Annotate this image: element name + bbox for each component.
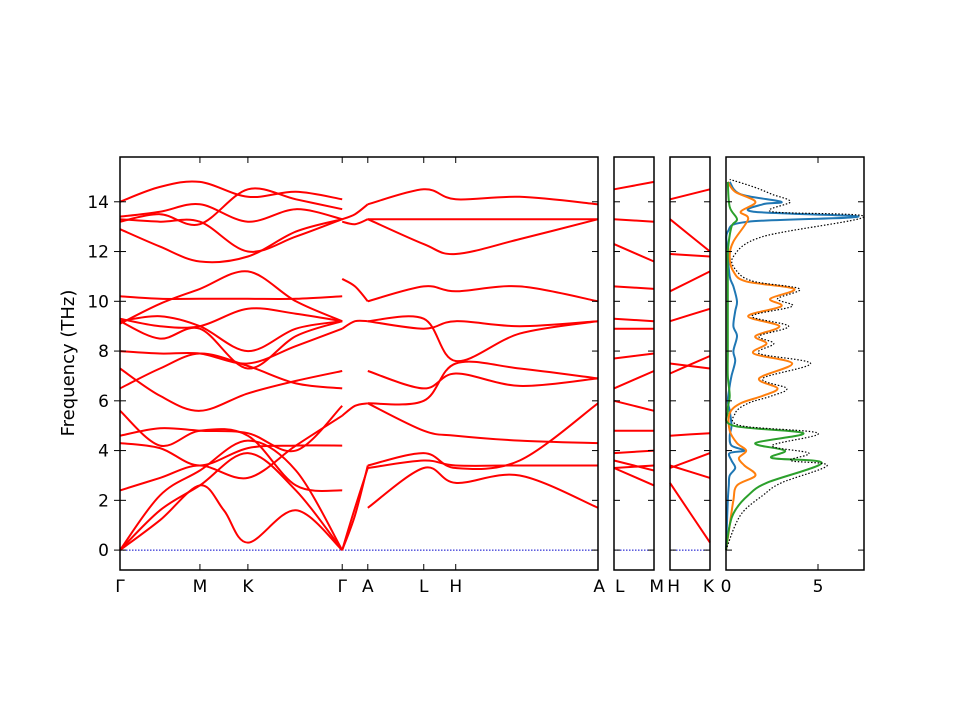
panel-frame — [613, 156, 655, 571]
x-tick-label: Γ — [115, 577, 125, 597]
phonon-band-1-8 — [367, 285, 599, 303]
y-axis-title: Frequency (THz) — [58, 290, 79, 437]
x-tick-label: M — [193, 577, 208, 597]
phonon-band-1-3 — [367, 402, 599, 445]
dos-curve-0 — [725, 181, 860, 551]
y-tick-label: 12 — [87, 243, 109, 263]
phonon-band-1-1 — [367, 466, 599, 509]
phonon-band-3-4 — [669, 362, 711, 370]
phonon-band-2-11 — [613, 243, 655, 263]
phonon-band-0-0 — [119, 452, 343, 551]
x-tick-label: L — [419, 577, 429, 597]
y-tick-label: 6 — [98, 392, 109, 412]
phonon-band-3-9 — [669, 218, 711, 253]
phonon-band-3-7 — [669, 270, 711, 293]
panel-frame — [725, 156, 865, 571]
y-tick-label: 4 — [98, 442, 109, 462]
phonon-band-0-16 — [119, 218, 343, 253]
x-tick-label: M — [649, 577, 664, 597]
phonon-band-2-0 — [613, 467, 655, 487]
phonon-band-0-23 — [341, 319, 368, 330]
phonon-band-2-7 — [613, 352, 655, 360]
x-tick-label: H — [667, 577, 680, 597]
phonon-band-0-10 — [119, 320, 343, 370]
phonon-band-1-2 — [367, 402, 599, 470]
phonon-band-3-8 — [669, 253, 711, 258]
y-tick-label: 0 — [98, 541, 109, 561]
phonon-band-2-10 — [613, 285, 655, 290]
phonon-band-2-13 — [613, 180, 655, 191]
phonon-band-2-2 — [613, 464, 655, 469]
phonon-band-3-0 — [669, 482, 711, 544]
phonon-band-3-3 — [669, 432, 711, 437]
phonon-band-0-22 — [341, 402, 368, 417]
phonon-band-3-6 — [669, 307, 711, 323]
phonon-band-2-6 — [613, 370, 655, 390]
phonon-band-0-7 — [119, 352, 343, 390]
phonon-band-2-12 — [613, 218, 655, 223]
phonon-band-0-25 — [341, 203, 369, 221]
phonon-band-0-24 — [341, 278, 369, 302]
phonon-band-2-9 — [613, 317, 655, 323]
phonon-band-2-5 — [613, 399, 655, 412]
phonon-band-0-19 — [119, 180, 343, 203]
x-tick-label: K — [242, 577, 254, 597]
panel-frame — [119, 156, 599, 571]
y-tick-label: 2 — [98, 491, 109, 511]
phonon-band-0-8 — [119, 367, 343, 412]
phonon-band-0-17 — [119, 187, 343, 226]
phonon-band-0-18 — [119, 203, 343, 223]
phonon-band-0-12 — [119, 307, 343, 329]
dos-x-tick-label: 0 — [721, 577, 732, 597]
phonon-band-3-5 — [669, 355, 711, 375]
y-tick-label: 8 — [98, 342, 109, 362]
phonon-band-0-14 — [119, 295, 343, 300]
x-tick-label: H — [449, 577, 462, 597]
phonon-band-2-1 — [613, 459, 655, 472]
y-tick-label: 10 — [87, 292, 109, 312]
phonon-band-0-9 — [119, 327, 343, 365]
dos-curve-1 — [725, 181, 796, 551]
phonon-band-0-2 — [119, 484, 343, 551]
phonon-band-1-0 — [367, 459, 598, 469]
phonon-band-1-6 — [367, 315, 599, 363]
frequency-axis: 0 2 4 6 8 10 12 14 — [87, 193, 120, 561]
phonon-band-1-11 — [367, 188, 599, 206]
phonon-band-1-4 — [367, 360, 599, 406]
phonon-band-0-13 — [119, 270, 343, 325]
phonon-band-3-1 — [669, 452, 711, 469]
x-tick-label: Γ — [337, 577, 347, 597]
phonon-band-0-3 — [119, 414, 343, 492]
phonon-band-1-9 — [367, 218, 599, 256]
panel-frame — [669, 156, 711, 571]
y-tick-label: 14 — [87, 193, 109, 213]
phonon-band-1-7 — [367, 320, 599, 330]
phonon-band-3-2 — [669, 464, 711, 479]
phonon-band-0-26 — [341, 218, 369, 226]
x-tick-label: A — [362, 577, 374, 597]
phonon-band-0-11 — [119, 315, 343, 353]
dos-curve-3 — [725, 178, 865, 551]
x-tick-label: A — [593, 577, 605, 597]
phonon-band-0-5 — [119, 410, 343, 493]
phonon-band-3-10 — [669, 188, 711, 201]
phonon-band-0-15 — [119, 218, 343, 264]
dos-curve-2 — [725, 181, 823, 551]
x-tick-label: K — [703, 577, 715, 597]
phonon-band-0-1 — [119, 439, 344, 551]
x-tick-label: L — [615, 577, 625, 597]
dos-x-tick-label: 5 — [813, 577, 824, 597]
phonon-band-0-6 — [119, 405, 343, 453]
phonon-band-0-21 — [341, 465, 369, 551]
phonon-band-1-5 — [367, 370, 599, 390]
phonon-band-0-4 — [119, 442, 343, 467]
